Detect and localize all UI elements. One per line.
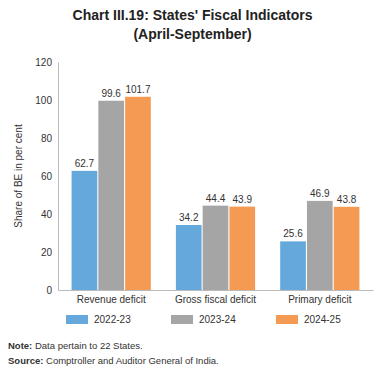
legend-label: 2022-23 (94, 314, 131, 325)
y-axis-line (58, 63, 59, 291)
data-label: 44.4 (206, 193, 226, 204)
y-axis-title: Share of BE in per cent (13, 124, 24, 228)
y-tick: 0 (46, 285, 58, 296)
data-label: 43.9 (233, 194, 253, 205)
bar (307, 201, 333, 290)
y-tick-label: 40 (41, 209, 53, 220)
y-tick-label: 0 (46, 285, 52, 296)
data-label: 25.6 (283, 228, 303, 239)
legend-label: 2024-25 (304, 314, 341, 325)
chart: Chart III.19: States' Fiscal Indicators (… (0, 0, 385, 389)
bar (229, 207, 255, 290)
y-tick: 120 (35, 57, 58, 68)
annotation: Source: Comptroller and Auditor General … (8, 355, 219, 366)
legend-label: 2023-24 (199, 314, 236, 325)
x-axis: Revenue deficit Gross fiscal deficit Prima… (59, 290, 374, 305)
y-tick-label: 20 (41, 247, 53, 258)
legend: 2022-23 2023-24 2024-25 (66, 314, 341, 325)
annotation: Note: Data pertain to 22 States. (8, 340, 143, 351)
x-axis-line (59, 290, 374, 291)
data-label: 62.7 (75, 158, 95, 169)
bar (125, 97, 151, 290)
title: Chart III.19: States' Fiscal Indicators (73, 7, 313, 23)
y-tick: 60 (41, 171, 58, 182)
subtitle: (April-September) (133, 26, 251, 42)
y-tick-label: 60 (41, 171, 53, 182)
y-tick-label: 100 (35, 95, 52, 106)
plot: 0 20 40 60 80 100 120 Revenue deficit Gross fisc… (35, 57, 373, 305)
data-label: 34.2 (179, 212, 199, 223)
y-tick: 80 (41, 133, 58, 144)
bars (72, 97, 360, 290)
y-tick: 40 (41, 209, 58, 220)
bar (334, 207, 360, 290)
y-tick: 20 (41, 247, 58, 258)
legend-swatch (66, 315, 88, 324)
data-label: 99.6 (101, 88, 121, 99)
y-tick-label: 120 (35, 57, 52, 68)
data-label: 101.7 (125, 84, 150, 95)
x-tick: Primary deficit (288, 290, 352, 305)
data-label: 43.8 (337, 194, 357, 205)
legend-swatch (276, 315, 298, 324)
x-tick: Revenue deficit (77, 290, 146, 305)
legend-swatch (171, 315, 193, 324)
bar (203, 206, 229, 290)
y-tick-label: 80 (41, 133, 53, 144)
y-tick: 100 (35, 95, 58, 106)
data-labels: 62.7 34.2 25.6 99.6 44.4 46.9 101.7 43.9 43.8 (75, 84, 357, 240)
bar (98, 101, 124, 290)
data-label: 46.9 (310, 188, 330, 199)
bar (280, 241, 306, 290)
x-tick-label: Primary deficit (288, 294, 352, 305)
bar (176, 225, 202, 290)
bar (72, 171, 98, 290)
x-tick-label: Gross fiscal deficit (175, 294, 256, 305)
x-tick-label: Revenue deficit (77, 294, 146, 305)
y-axis: 0 20 40 60 80 100 120 (35, 57, 58, 296)
x-tick: Gross fiscal deficit (175, 290, 256, 305)
